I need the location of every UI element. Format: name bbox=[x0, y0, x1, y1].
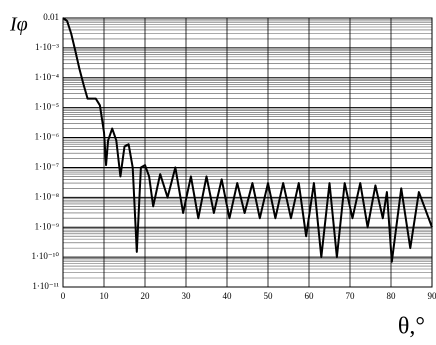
data-line bbox=[62, 17, 433, 263]
x-tick-label: 60 bbox=[305, 291, 315, 301]
y-tick-label: 1·10⁻⁴ bbox=[35, 72, 59, 82]
x-tick-label: 50 bbox=[264, 291, 274, 301]
x-tick-label: 70 bbox=[346, 291, 356, 301]
x-tick-label: 80 bbox=[387, 291, 397, 301]
x-tick-label: 40 bbox=[223, 291, 233, 301]
x-axis-label: θ,° bbox=[398, 314, 425, 340]
x-tick-label: 10 bbox=[100, 291, 110, 301]
y-tick-label: 1·10⁻⁶ bbox=[35, 132, 59, 142]
y-tick-label: 1·10⁻⁹ bbox=[35, 221, 59, 231]
y-tick-label: 1·10⁻¹⁰ bbox=[31, 251, 59, 261]
plot-frame bbox=[62, 17, 433, 288]
y-tick-label: 1·10⁻¹¹ bbox=[32, 281, 59, 291]
y-tick-label: 1·10⁻⁸ bbox=[35, 191, 59, 201]
y-tick-label: 1·10⁻⁵ bbox=[35, 102, 59, 112]
x-tick-label: 90 bbox=[428, 291, 436, 301]
x-tick-label: 0 bbox=[61, 291, 66, 301]
x-tick-label: 30 bbox=[182, 291, 192, 301]
x-tick-label: 20 bbox=[141, 291, 151, 301]
y-axis-label: Iφ bbox=[9, 14, 28, 36]
y-tick-label: 1·10⁻³ bbox=[35, 42, 59, 52]
y-tick-label: 1·10⁻⁷ bbox=[35, 162, 59, 172]
y-tick-label: 0.01 bbox=[43, 12, 59, 22]
